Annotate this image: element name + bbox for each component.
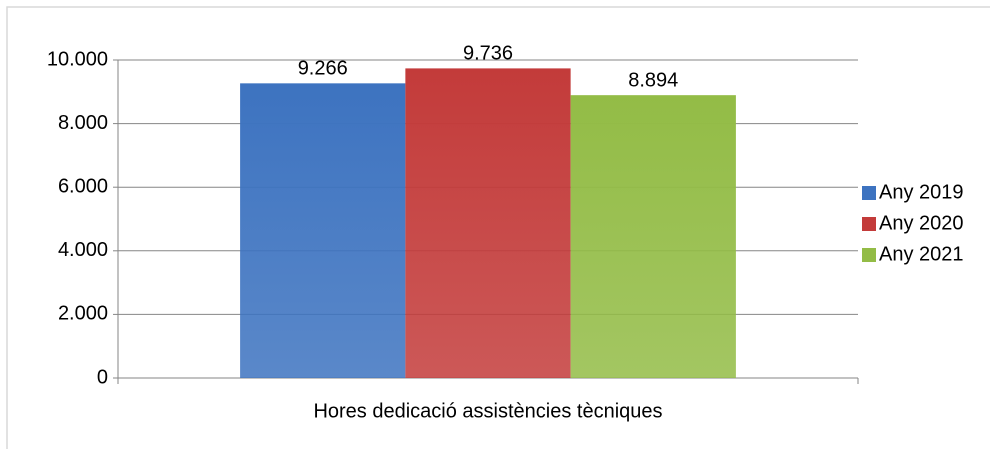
legend-label: Any 2019	[879, 181, 964, 203]
x-tick-label: Hores dedicació assistències tècniques	[313, 400, 662, 422]
data-label: 9.266	[298, 58, 348, 80]
y-tick-label: 4.000	[58, 239, 108, 261]
y-tick-label: 8.000	[58, 112, 108, 134]
bar	[570, 95, 736, 378]
y-tick-label: 0	[97, 366, 108, 388]
y-tick-label: 6.000	[58, 175, 108, 197]
legend-swatch	[862, 217, 876, 231]
data-label: 8.894	[628, 69, 678, 91]
legend-swatch	[862, 186, 876, 200]
bar	[405, 68, 571, 378]
y-tick-label: 2.000	[58, 303, 108, 325]
legend-label: Any 2020	[879, 212, 964, 234]
legend-swatch	[862, 248, 876, 262]
y-tick-label: 10.000	[47, 48, 108, 70]
data-label: 9.736	[463, 43, 513, 65]
bar	[240, 83, 406, 379]
legend-label: Any 2021	[879, 243, 964, 265]
chart-frame	[6, 6, 990, 449]
